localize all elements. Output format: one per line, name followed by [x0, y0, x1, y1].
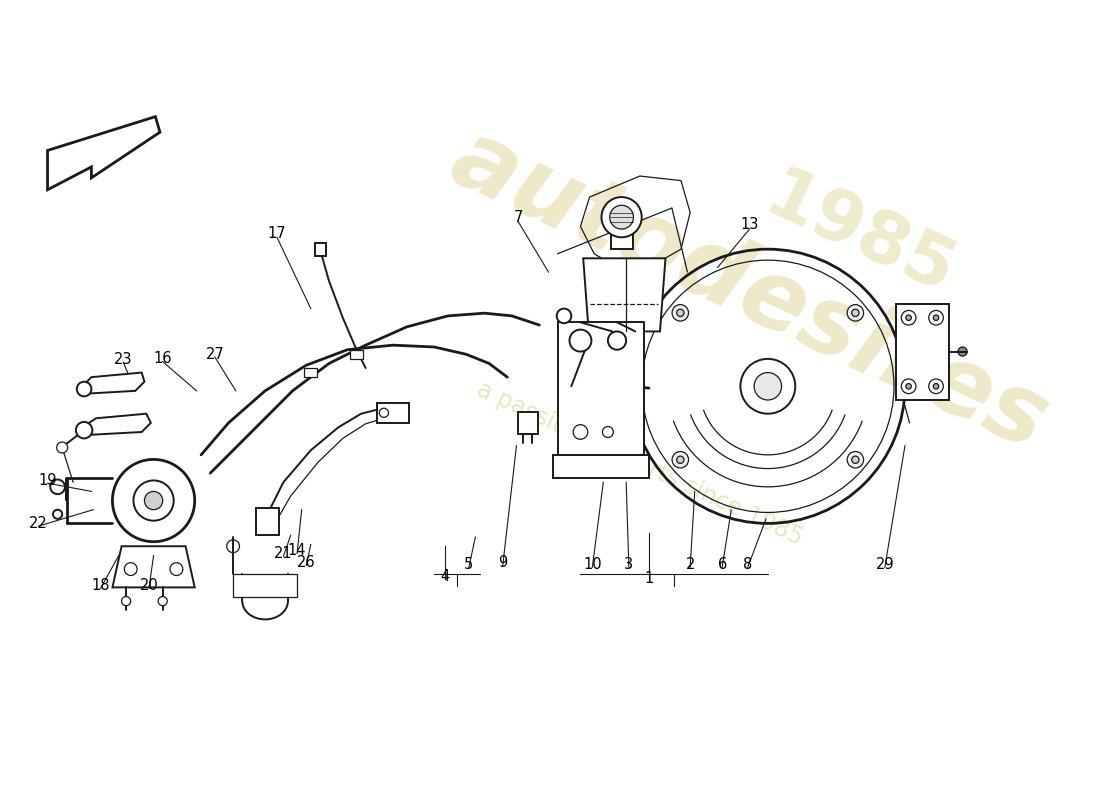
- Circle shape: [112, 459, 195, 542]
- Text: 23: 23: [114, 352, 133, 367]
- Circle shape: [928, 379, 944, 394]
- Text: 5: 5: [464, 557, 474, 572]
- Circle shape: [755, 373, 782, 400]
- Text: 7: 7: [514, 210, 522, 225]
- Text: 19: 19: [39, 473, 57, 488]
- Polygon shape: [553, 455, 649, 478]
- Bar: [316, 242, 327, 255]
- Bar: [305, 368, 317, 377]
- Text: 13: 13: [740, 217, 759, 232]
- Polygon shape: [233, 574, 297, 597]
- Circle shape: [672, 451, 689, 468]
- Circle shape: [901, 310, 916, 325]
- Text: 1985: 1985: [754, 162, 965, 310]
- Text: 16: 16: [154, 351, 172, 366]
- Circle shape: [602, 197, 641, 238]
- Bar: [350, 350, 363, 359]
- Circle shape: [76, 422, 92, 438]
- Circle shape: [570, 330, 592, 351]
- Circle shape: [122, 597, 131, 606]
- Circle shape: [51, 479, 65, 494]
- Circle shape: [77, 382, 91, 396]
- Text: 2: 2: [685, 557, 695, 572]
- Text: 1: 1: [645, 570, 653, 586]
- Text: 26: 26: [297, 555, 316, 570]
- Circle shape: [851, 309, 859, 317]
- Bar: [256, 508, 278, 535]
- Text: 20: 20: [140, 578, 158, 593]
- Circle shape: [557, 309, 571, 323]
- Text: 9: 9: [498, 555, 507, 570]
- Text: autodesires: autodesires: [437, 111, 1063, 469]
- Circle shape: [573, 425, 587, 439]
- Circle shape: [158, 597, 167, 606]
- Circle shape: [676, 309, 684, 317]
- Bar: [895, 304, 949, 400]
- Text: 14: 14: [288, 543, 306, 558]
- Circle shape: [53, 510, 63, 519]
- Text: 4: 4: [440, 569, 450, 584]
- Text: 10: 10: [583, 557, 602, 572]
- Circle shape: [906, 315, 912, 321]
- Circle shape: [676, 456, 684, 463]
- Circle shape: [144, 491, 163, 510]
- Polygon shape: [112, 546, 195, 587]
- Circle shape: [933, 315, 938, 321]
- Text: 17: 17: [267, 226, 286, 241]
- Bar: [518, 412, 538, 434]
- Text: 22: 22: [29, 516, 47, 531]
- Circle shape: [847, 451, 864, 468]
- Circle shape: [672, 305, 689, 321]
- Circle shape: [928, 310, 944, 325]
- Circle shape: [901, 379, 916, 394]
- Text: a passion for parts since 1985: a passion for parts since 1985: [473, 378, 806, 550]
- Text: 8: 8: [744, 557, 752, 572]
- Circle shape: [958, 347, 967, 356]
- Text: 29: 29: [876, 557, 894, 572]
- Polygon shape: [47, 117, 160, 190]
- Circle shape: [608, 331, 626, 350]
- Polygon shape: [82, 373, 144, 394]
- Text: 18: 18: [91, 578, 110, 593]
- Text: 6: 6: [717, 557, 727, 572]
- Text: 21: 21: [274, 546, 293, 561]
- Circle shape: [609, 206, 634, 229]
- Circle shape: [851, 456, 859, 463]
- Circle shape: [847, 305, 864, 321]
- Circle shape: [906, 383, 912, 389]
- Polygon shape: [558, 322, 645, 455]
- Circle shape: [57, 442, 67, 453]
- Bar: [376, 402, 408, 423]
- Text: 27: 27: [206, 346, 224, 362]
- Circle shape: [603, 426, 614, 438]
- Circle shape: [933, 383, 938, 389]
- Text: 3: 3: [625, 557, 634, 572]
- Bar: [610, 222, 632, 249]
- Polygon shape: [583, 258, 666, 331]
- Polygon shape: [82, 414, 151, 434]
